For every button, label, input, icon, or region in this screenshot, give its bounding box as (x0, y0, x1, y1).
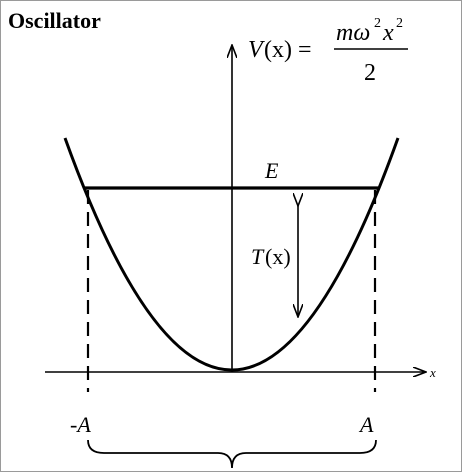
diagram-title: Oscillator (8, 8, 101, 33)
classical-region-brace (87, 439, 377, 469)
kinetic-label-t: T (251, 244, 265, 269)
formula-denominator: 2 (364, 60, 376, 86)
potential-formula: V (x) = mω 2 x 2 2 (248, 16, 408, 86)
formula-lhs-arg: (x) = (264, 37, 312, 63)
kinetic-label-arg: (x) (265, 244, 291, 269)
formula-numerator-sup2: 2 (396, 16, 403, 31)
energy-label: E (264, 158, 279, 183)
formula-numerator-x: x (382, 20, 394, 46)
right-turning-point-label: A (358, 412, 374, 437)
potential-curve (63, 137, 400, 372)
formula-v: V (248, 37, 265, 63)
left-turning-point-label: -A (70, 412, 91, 437)
x-axis-label: x (429, 365, 436, 380)
formula-numerator-m-omega: mω (336, 20, 370, 46)
formula-numerator-sup1: 2 (374, 16, 381, 31)
